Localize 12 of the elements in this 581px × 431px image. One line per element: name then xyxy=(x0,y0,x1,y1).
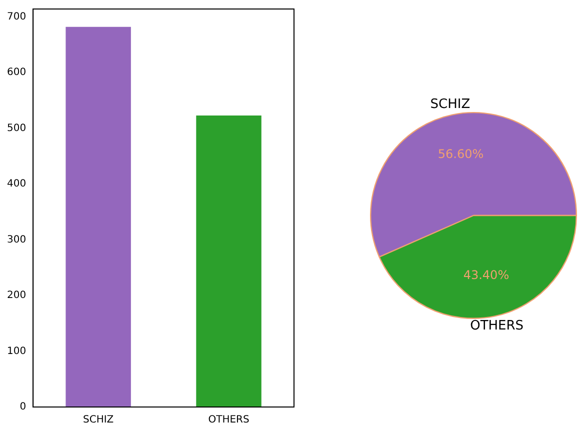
data-label: 56.60% xyxy=(438,147,484,162)
data-label: 43.40% xyxy=(463,268,510,282)
slice-label: OTHERS xyxy=(470,318,524,334)
y-tick-label: 0 xyxy=(20,402,26,413)
y-tick-label: 500 xyxy=(6,122,26,134)
y-tick-label: 700 xyxy=(6,11,26,22)
y-tick-label: 100 xyxy=(6,346,26,357)
y-tick-label: 600 xyxy=(6,67,26,78)
y-tick-label: 400 xyxy=(6,178,26,190)
y-tick-label: 300 xyxy=(6,234,26,246)
slice-label: SCHIZ xyxy=(430,97,470,112)
y-tick-label: 200 xyxy=(6,290,26,302)
